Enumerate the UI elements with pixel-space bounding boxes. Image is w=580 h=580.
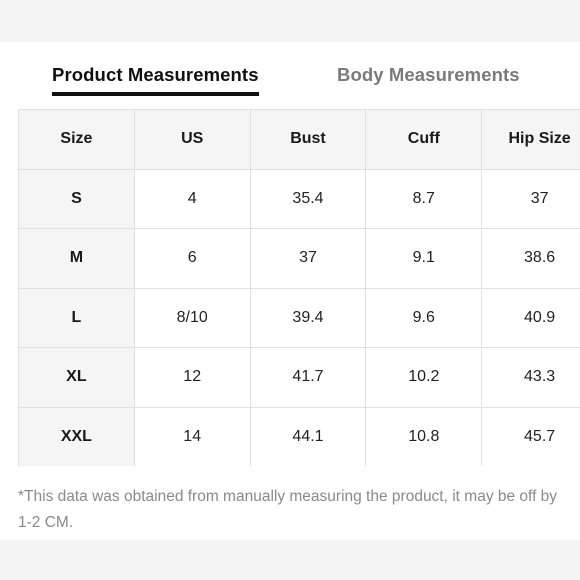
column-header-us: US: [133, 109, 251, 170]
hip-size-cell: 37: [481, 168, 580, 229]
cuff-cell: 10.2: [365, 347, 483, 408]
table-row: M 6 37 9.1 38.6: [18, 228, 580, 289]
us-cell: 6: [133, 228, 251, 289]
measurement-tabs: Product Measurements Body Measurements: [0, 42, 580, 102]
table-row: XL 12 41.7 10.2 43.3: [18, 347, 580, 408]
cuff-cell: 9.1: [365, 228, 483, 289]
bust-cell: 44.1: [249, 406, 367, 466]
bust-cell: 39.4: [249, 287, 367, 348]
table-row: XXL 14 44.1 10.8 45.7: [18, 406, 580, 466]
column-header-bust: Bust: [249, 109, 367, 170]
cuff-cell: 9.6: [365, 287, 483, 348]
bust-cell: 41.7: [249, 347, 367, 408]
us-cell: 14: [133, 406, 251, 466]
tab-product-measurements[interactable]: Product Measurements: [52, 64, 259, 96]
table-row: L 8/10 39.4 9.6 40.9: [18, 287, 580, 348]
bust-cell: 35.4: [249, 168, 367, 229]
cuff-cell: 8.7: [365, 168, 483, 229]
us-cell: 8/10: [133, 287, 251, 348]
column-header-hip-size: Hip Size: [481, 109, 580, 170]
cuff-cell: 10.8: [365, 406, 483, 466]
size-cell: XL: [18, 347, 135, 408]
size-cell: M: [18, 228, 135, 289]
us-cell: 4: [133, 168, 251, 229]
hip-size-cell: 38.6: [481, 228, 580, 289]
us-cell: 12: [133, 347, 251, 408]
table-row: S 4 35.4 8.7 37: [18, 168, 580, 229]
size-table: Size US Bust Cuff Hip Size S 4 35.4 8.7 …: [18, 109, 580, 466]
size-cell: L: [18, 287, 135, 348]
hip-size-cell: 45.7: [481, 406, 580, 466]
hip-size-cell: 40.9: [481, 287, 580, 348]
size-cell: S: [18, 168, 135, 229]
size-table-container: Size US Bust Cuff Hip Size S 4 35.4 8.7 …: [18, 109, 580, 466]
table-header-row: Size US Bust Cuff Hip Size: [18, 109, 580, 170]
column-header-size: Size: [18, 109, 135, 170]
bust-cell: 37: [249, 228, 367, 289]
measurement-disclaimer: *This data was obtained from manually me…: [18, 488, 558, 531]
column-header-cuff: Cuff: [365, 109, 483, 170]
tab-body-measurements[interactable]: Body Measurements: [337, 64, 520, 85]
size-chart-card: Product Measurements Body Measurements S…: [0, 42, 580, 540]
hip-size-cell: 43.3: [481, 347, 580, 408]
size-cell: XXL: [18, 406, 135, 466]
